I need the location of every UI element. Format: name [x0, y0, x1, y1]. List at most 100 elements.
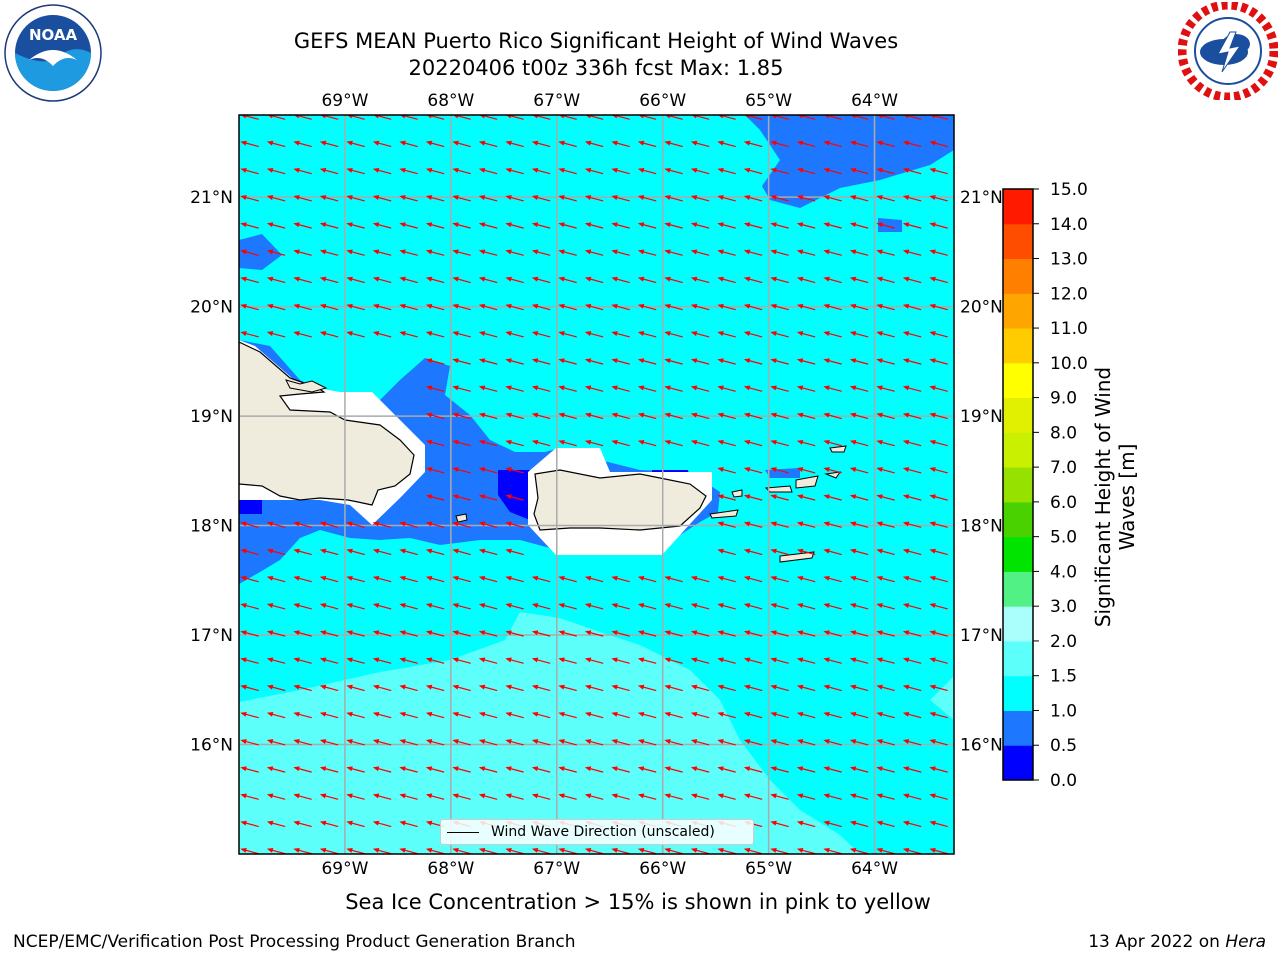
wind-wave-arrow	[717, 657, 736, 664]
wind-wave-arrow	[690, 412, 710, 420]
wind-wave-arrow	[478, 167, 498, 175]
wind-wave-arrow	[929, 167, 948, 175]
wind-wave-arrow	[452, 412, 471, 420]
wind-wave-arrow	[796, 115, 816, 120]
wind-wave-arrow	[876, 276, 895, 284]
wind-wave-arrow	[611, 847, 630, 854]
wind-wave-arrow	[690, 276, 710, 284]
wave-field-0.0-0.5-west	[239, 500, 262, 514]
lat-label-left: 18°N	[190, 517, 233, 537]
wind-wave-arrow	[584, 412, 604, 420]
lat-label-left: 21°N	[190, 188, 233, 208]
wind-wave-arrow	[346, 195, 365, 202]
sea-ice-caption: Sea Ice Concentration > 15% is shown in …	[345, 890, 931, 914]
wind-wave-arrow	[266, 630, 286, 637]
wind-wave-arrow	[293, 222, 312, 229]
wind-wave-arrow	[293, 739, 312, 746]
wind-wave-arrow	[823, 657, 842, 664]
wind-wave-arrow	[425, 603, 445, 610]
wind-wave-arrow	[478, 439, 498, 447]
wind-wave-arrow	[584, 303, 604, 311]
wind-wave-arrow	[876, 603, 895, 610]
wind-wave-arrow	[690, 385, 710, 392]
wind-wave-arrow	[690, 331, 710, 338]
wind-wave-arrow	[664, 630, 683, 637]
wind-wave-arrow	[240, 603, 259, 610]
wind-wave-arrow	[266, 793, 286, 800]
wind-wave-arrow	[743, 140, 763, 148]
wind-wave-arrow	[505, 222, 524, 229]
wind-wave-arrow	[266, 249, 286, 256]
wind-wave-arrow	[372, 711, 392, 719]
wind-wave-arrow	[293, 711, 312, 719]
wind-wave-arrow	[664, 412, 683, 420]
wind-wave-arrow	[770, 467, 789, 474]
wind-wave-arrow	[770, 820, 789, 828]
wind-wave-arrow	[399, 847, 418, 854]
wind-wave-arrow	[690, 657, 710, 664]
wind-wave-arrow	[690, 303, 710, 311]
wind-wave-arrow	[584, 711, 604, 719]
map-frame	[238, 114, 955, 855]
wind-wave-arrow	[849, 739, 869, 746]
wind-wave-arrow	[690, 793, 710, 800]
wind-wave-arrow	[849, 249, 869, 256]
lon-label-top: 68°W	[427, 91, 474, 111]
wind-wave-arrow	[770, 657, 789, 664]
wind-wave-arrow	[823, 521, 842, 528]
wind-wave-arrow	[743, 793, 763, 800]
wind-wave-arrow	[319, 276, 339, 284]
wind-wave-arrow	[372, 140, 392, 148]
wind-wave-arrow	[849, 548, 869, 556]
wind-wave-arrow	[929, 115, 948, 120]
wind-wave-arrow	[531, 793, 551, 800]
wind-wave-arrow	[823, 385, 842, 392]
wind-wave-arrow	[611, 630, 630, 637]
mona-island	[455, 513, 468, 523]
wind-wave-arrow	[240, 711, 259, 719]
wind-wave-arrow	[611, 412, 630, 420]
wind-wave-arrow	[425, 412, 445, 420]
hispaniola-land	[239, 341, 415, 506]
axis-labels: 69°W 69°W 68°W 68°W 67°W 67°W 66°W 66°W 65°W 65°W…	[190, 91, 1003, 879]
wind-wave-arrow	[743, 195, 763, 202]
nws-logo	[1177, 0, 1279, 102]
wind-wave-arrow	[664, 684, 683, 692]
wind-wave-arrow	[902, 167, 922, 175]
wind-wave-arrow	[717, 467, 736, 474]
wind-wave-arrow	[558, 195, 577, 202]
lon-label-bottom: 68°W	[427, 859, 474, 879]
wind-wave-arrow	[929, 494, 948, 501]
wind-wave-arrow	[346, 793, 365, 800]
wind-wave-arrow	[637, 331, 657, 338]
wind-wave-arrow	[770, 195, 789, 202]
lat-label-right: 19°N	[960, 407, 1003, 427]
wind-wave-arrow	[770, 358, 789, 365]
wind-wave-arrow	[478, 847, 498, 854]
wind-wave-arrow	[240, 793, 259, 800]
wind-wave-arrow	[796, 548, 816, 556]
wind-wave-arrow	[876, 575, 895, 583]
wind-wave-arrow	[690, 766, 710, 773]
wind-wave-arrow	[849, 684, 869, 692]
colorbar-tick-label: 14.0	[1050, 215, 1088, 235]
wind-wave-arrow	[717, 793, 736, 800]
colorbar-segment	[1003, 675, 1033, 711]
wind-wave-arrow	[266, 766, 286, 773]
wind-wave-arrow	[611, 657, 630, 664]
wind-wave-arrow	[823, 222, 842, 229]
wind-wave-arrow	[425, 249, 445, 256]
wind-wave-arrow	[478, 222, 498, 229]
wind-wave-arrow	[902, 249, 922, 256]
wind-wave-arrow	[690, 249, 710, 256]
wind-wave-arrow	[637, 412, 657, 420]
wind-wave-arrow	[452, 548, 471, 556]
wind-wave-arrow	[929, 276, 948, 284]
wind-wave-arrow	[876, 739, 895, 746]
wind-wave-arrow	[319, 739, 339, 746]
wind-wave-arrow	[717, 494, 736, 501]
wind-wave-arrow	[372, 630, 392, 637]
wind-wave-arrow	[637, 249, 657, 256]
wind-wave-arrow	[266, 521, 286, 528]
colorbar-segment	[1003, 328, 1033, 364]
